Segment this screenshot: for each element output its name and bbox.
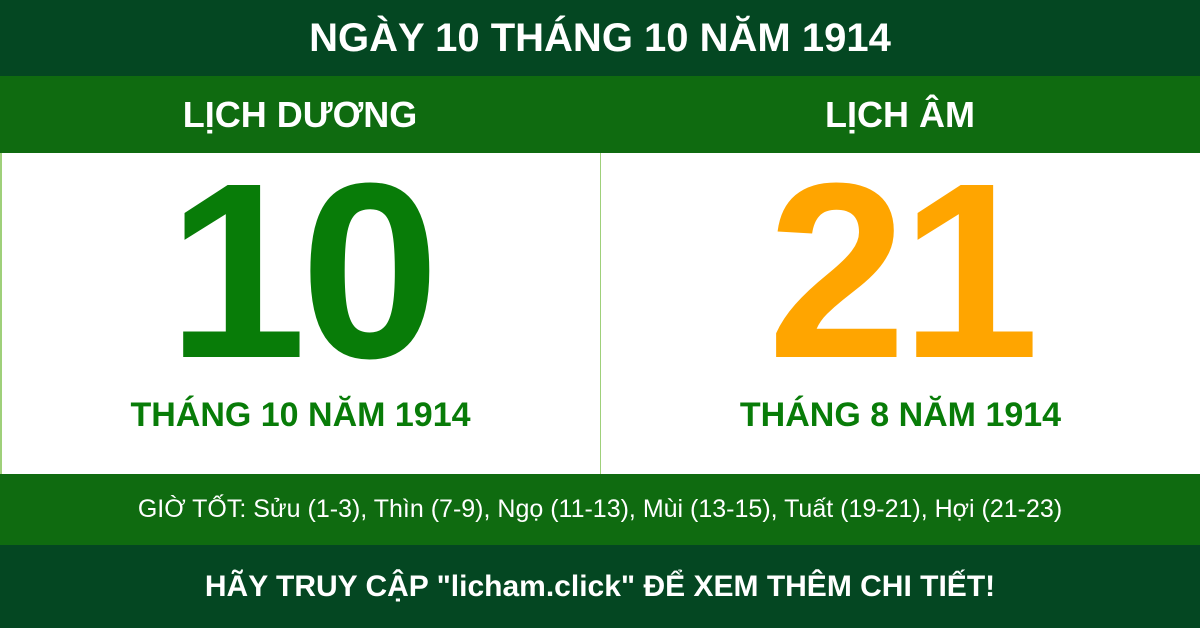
footer-cta: HÃY TRUY CẬP "licham.click" ĐỂ XEM THÊM … — [0, 545, 1200, 628]
good-hours: GIỜ TỐT: Sửu (1-3), Thìn (7-9), Ngọ (11-… — [0, 474, 1200, 545]
solar-heading: LỊCH DƯƠNG — [0, 76, 600, 153]
lunar-month-year: THÁNG 8 NĂM 1914 — [739, 396, 1062, 434]
lunar-heading: LỊCH ÂM — [600, 76, 1200, 153]
solar-day: 10 — [167, 131, 439, 410]
lunar-day: 21 — [767, 131, 1039, 410]
solar-month-year: THÁNG 10 NĂM 1914 — [130, 396, 471, 434]
lunar-panel: 21 THÁNG 8 NĂM 1914 — [600, 131, 1200, 474]
page-title: NGÀY 10 THÁNG 10 NĂM 1914 — [0, 0, 1200, 76]
solar-panel: 10 THÁNG 10 NĂM 1914 — [0, 131, 599, 474]
